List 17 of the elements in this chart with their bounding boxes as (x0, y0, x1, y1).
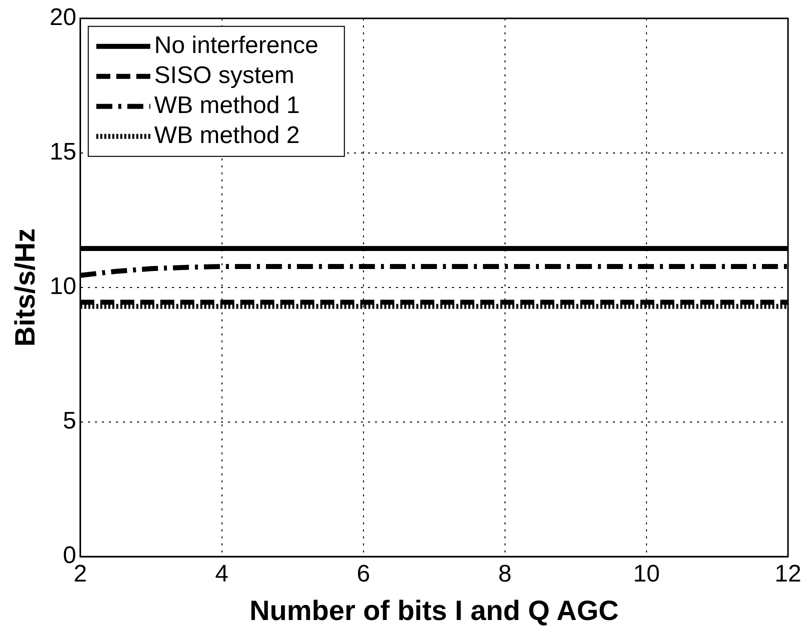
legend-label: WB method 2 (154, 122, 300, 150)
legend-label: No interference (154, 32, 318, 60)
y-axis-title: Bits/s/Hz (10, 228, 41, 347)
y-tick-label: 20 (50, 4, 76, 32)
y-tick-label: 5 (62, 408, 76, 435)
legend-label: WB method 1 (154, 92, 300, 120)
y-tick-label: 15 (50, 138, 76, 166)
x-tick-label: 4 (215, 560, 229, 588)
x-tick-label: 6 (356, 560, 370, 588)
x-axis-title: Number of bits I and Q AGC (250, 594, 619, 626)
x-tick-label: 12 (774, 560, 802, 588)
x-tick-label: 8 (498, 560, 512, 588)
y-tick-label: 10 (50, 273, 76, 300)
x-tick-label: 10 (633, 560, 660, 588)
x-tick-label: 2 (74, 560, 87, 588)
y-tick-label: 0 (62, 542, 76, 570)
legend-label: SISO system (154, 62, 294, 90)
